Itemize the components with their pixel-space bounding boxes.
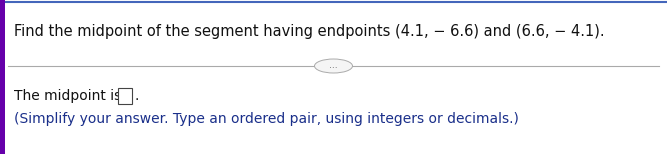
Text: ...: ... (329, 61, 338, 71)
Text: Find the midpoint of the segment having endpoints (4.1, − 6.6) and (6.6, − 4.1).: Find the midpoint of the segment having … (14, 24, 604, 39)
Text: (Simplify your answer. Type an ordered pair, using integers or decimals.): (Simplify your answer. Type an ordered p… (14, 112, 519, 126)
Ellipse shape (315, 59, 352, 73)
FancyBboxPatch shape (118, 88, 132, 104)
Text: .: . (134, 89, 138, 103)
FancyBboxPatch shape (0, 0, 5, 154)
Text: The midpoint is: The midpoint is (14, 89, 125, 103)
